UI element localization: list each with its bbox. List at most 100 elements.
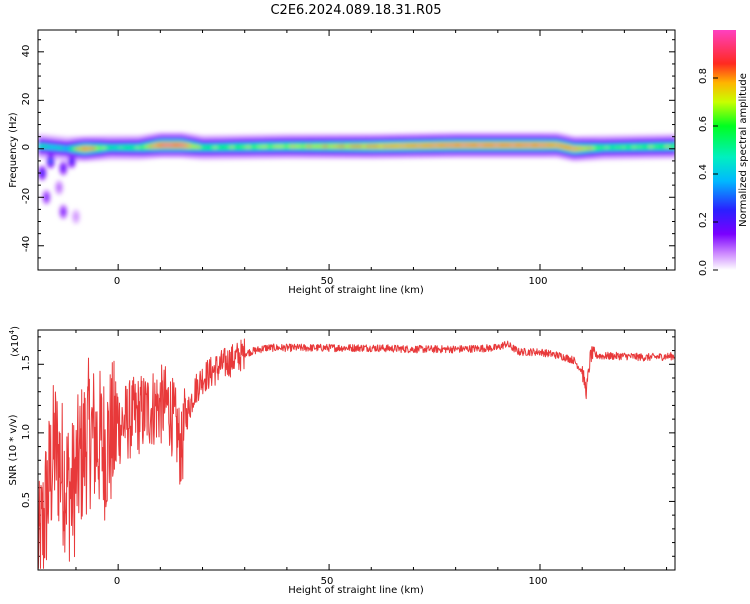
- heatmap-cell: [226, 146, 231, 149]
- heatmap-cell: [618, 146, 623, 149]
- heatmap-cell: [91, 147, 96, 150]
- heatmap-cell: [88, 147, 93, 150]
- heatmap-scatter-blob: [49, 158, 53, 164]
- heatmap-cell: [507, 144, 512, 147]
- heatmap-cell: [250, 145, 255, 148]
- heatmap-cell: [243, 145, 248, 149]
- heatmap-scatter-blob: [61, 165, 65, 171]
- heatmap-cell: [483, 144, 488, 147]
- colorbar-tick-label: 0.2: [698, 212, 709, 228]
- heatmap-cell: [257, 145, 262, 148]
- heatmap-cell: [58, 146, 63, 150]
- heatmap-cell: [341, 145, 346, 148]
- heatmap-cell: [388, 144, 393, 148]
- heatmap-cell: [280, 145, 285, 148]
- heatmap-cell: [395, 144, 400, 148]
- heatmap-cell: [449, 144, 454, 147]
- heatmap-cell: [291, 145, 296, 148]
- heatmap-cell: [220, 146, 225, 149]
- snr-y-axis-label: SNR (10 * v/v): [8, 414, 19, 485]
- heatmap-cell: [324, 145, 329, 148]
- heatmap-y-tick-label: -20: [21, 188, 32, 204]
- heatmap-cell: [85, 147, 90, 150]
- heatmap-cell: [422, 144, 427, 147]
- heatmap-cell: [463, 144, 468, 147]
- heatmap-cell: [166, 144, 171, 147]
- heatmap-cell: [334, 145, 339, 148]
- heatmap-x-tick-label: 50: [321, 276, 334, 287]
- heatmap-cell: [115, 146, 120, 149]
- colorbar-tick-label: 0.0: [698, 260, 709, 276]
- heatmap-cell: [625, 146, 630, 149]
- heatmap-cell: [392, 144, 397, 148]
- heatmap-cell: [108, 146, 113, 149]
- heatmap-scatter-blob: [45, 194, 48, 200]
- heatmap-cell: [48, 146, 53, 149]
- heatmap-cell: [240, 145, 245, 149]
- heatmap-cell: [517, 144, 522, 147]
- heatmap-cell: [179, 144, 184, 147]
- heatmap-scatter-blob: [40, 170, 44, 176]
- heatmap-cell: [270, 145, 275, 148]
- heatmap-cell: [172, 144, 177, 147]
- heatmap-cell: [520, 144, 525, 147]
- colorbar-tick-label: 0.6: [698, 116, 709, 132]
- heatmap-cell: [561, 145, 566, 148]
- heatmap-cell: [267, 145, 272, 148]
- heatmap-cell: [156, 144, 161, 147]
- heatmap-cell: [122, 146, 127, 149]
- heatmap-cell: [176, 144, 181, 147]
- heatmap-cell: [274, 145, 279, 148]
- heatmap-cell: [564, 146, 569, 149]
- heatmap-cell: [71, 147, 76, 150]
- heatmap-cell: [149, 145, 154, 148]
- heatmap-cell: [118, 146, 123, 149]
- heatmap-cell: [432, 144, 437, 147]
- heatmap-cell: [638, 145, 643, 149]
- heatmap-cell: [405, 144, 410, 147]
- heatmap-cell: [338, 145, 343, 148]
- heatmap-cell: [534, 144, 539, 147]
- heatmap-cell: [382, 145, 387, 148]
- heatmap-cell: [162, 144, 167, 147]
- heatmap-cell: [426, 144, 431, 147]
- heatmap-cell: [331, 145, 336, 148]
- heatmap-cell: [456, 144, 461, 147]
- snr-x-tick-label: 100: [528, 576, 547, 587]
- heatmap-cell: [68, 147, 73, 150]
- heatmap-cell: [307, 145, 312, 148]
- heatmap-cell: [615, 146, 620, 149]
- heatmap-cell: [611, 146, 616, 149]
- heatmap-panel: 0 50 100 -40 -20 0 20 40 Height of strai…: [8, 29, 676, 296]
- heatmap-cell: [409, 144, 414, 147]
- heatmap-cell: [476, 144, 481, 147]
- heatmap-cell: [41, 145, 46, 148]
- snr-y-tick-label: 1.0: [21, 424, 32, 440]
- heatmap-cell: [210, 146, 215, 149]
- heatmap-cell: [486, 144, 491, 147]
- heatmap-cell: [419, 144, 424, 147]
- heatmap-cell: [412, 144, 417, 147]
- heatmap-cell: [351, 145, 356, 148]
- heatmap-cell: [442, 144, 447, 147]
- heatmap-cell: [459, 144, 464, 147]
- heatmap-cell: [54, 146, 59, 149]
- heatmap-frame: [37, 29, 676, 271]
- heatmap-cell: [385, 145, 390, 148]
- heatmap-cell: [213, 146, 218, 149]
- colorbar-tick-label: 0.8: [698, 68, 709, 84]
- heatmap-cell: [642, 145, 647, 148]
- heatmap-cell: [311, 145, 316, 148]
- heatmap-cell: [61, 147, 66, 150]
- heatmap-cell: [527, 144, 532, 147]
- colorbar: 0.0 0.2 0.4 0.6 0.8 Normalized spectral …: [698, 30, 749, 276]
- heatmap-cell: [588, 147, 593, 150]
- heatmap-cell: [466, 144, 471, 147]
- heatmap-cell: [81, 147, 86, 150]
- heatmap-cell: [297, 145, 302, 148]
- heatmap-cell: [142, 145, 147, 149]
- heatmap-cell: [669, 145, 674, 148]
- heatmap-cell: [547, 144, 552, 147]
- heatmap-cell: [199, 146, 204, 149]
